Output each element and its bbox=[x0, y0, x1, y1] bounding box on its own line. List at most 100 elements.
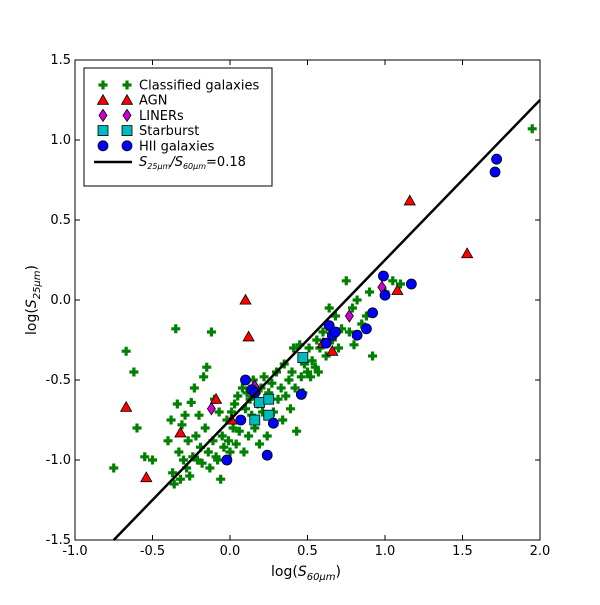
x-tick-label: 1.0 bbox=[375, 544, 396, 559]
x-axis-title-italic-s: S bbox=[298, 564, 307, 580]
y-axis-title-main: log( bbox=[24, 308, 40, 335]
classified-galaxies-point bbox=[231, 439, 241, 449]
classified-galaxies-point bbox=[254, 439, 264, 449]
classified-galaxies-point bbox=[183, 436, 193, 446]
classified-galaxies-point bbox=[318, 327, 328, 337]
legend-marker-classified-galaxies bbox=[122, 80, 132, 90]
classified-galaxies-point bbox=[196, 442, 206, 452]
hii-galaxies-point bbox=[320, 337, 332, 349]
classified-galaxies-point bbox=[132, 423, 142, 433]
agn-point bbox=[209, 392, 223, 404]
classified-galaxies-point bbox=[344, 327, 354, 337]
y-tick-label: -1.0 bbox=[46, 453, 71, 468]
hii-galaxies-point bbox=[267, 417, 279, 429]
x-tick-label: 0.5 bbox=[297, 544, 318, 559]
legend-marker-agn bbox=[96, 93, 110, 105]
classified-galaxies-point bbox=[396, 279, 405, 289]
data-marks bbox=[109, 124, 537, 489]
classified-galaxies-point bbox=[172, 399, 182, 409]
agn-point bbox=[460, 247, 474, 259]
legend-box bbox=[83, 67, 273, 187]
legend-label-ratio-line: S25μm/S60μm=0.18 bbox=[139, 155, 246, 171]
starburst-point bbox=[297, 352, 309, 364]
classified-galaxies-point bbox=[368, 351, 378, 361]
classified-galaxies-point bbox=[166, 415, 176, 425]
classified-galaxies-point bbox=[179, 455, 188, 465]
legend-label-liners: LINERs bbox=[139, 109, 184, 124]
legend-ratio-part: 60μm bbox=[183, 162, 206, 171]
liners-point bbox=[344, 309, 354, 323]
agn-point bbox=[119, 400, 133, 412]
classified-galaxies-point bbox=[352, 295, 362, 305]
y-axis-title: log(S25μm) bbox=[24, 265, 43, 335]
classified-galaxies-point bbox=[121, 346, 131, 356]
classified-galaxies-point bbox=[306, 372, 316, 382]
classified-galaxies-point bbox=[233, 391, 243, 401]
classified-galaxies-point bbox=[206, 327, 216, 337]
classified-galaxies-point bbox=[276, 383, 286, 393]
legend: Classified galaxiesAGNLINERsStarburstHII… bbox=[83, 67, 273, 187]
classified-galaxies-point bbox=[223, 436, 233, 446]
classified-galaxies-point bbox=[365, 287, 374, 297]
classified-galaxies-point bbox=[281, 391, 291, 401]
hii-galaxies-point bbox=[235, 414, 247, 426]
hii-galaxies-point bbox=[405, 278, 417, 290]
classified-galaxies-point bbox=[191, 431, 201, 441]
agn-point bbox=[242, 330, 255, 342]
classified-galaxies-point bbox=[148, 455, 157, 465]
legend-label-classified-galaxies: Classified galaxies bbox=[139, 79, 259, 94]
legend-ratio-part: /S bbox=[169, 155, 183, 170]
plot-frame-group bbox=[74, 59, 541, 541]
axes: -1.0 -0.5 0.0 0.5 1.0 1.5 2.0-1.5-1.0-0.50.00.… bbox=[46, 53, 551, 559]
starburst-point bbox=[249, 414, 261, 426]
classified-galaxies-point bbox=[199, 372, 209, 382]
classified-galaxies-point bbox=[296, 372, 306, 382]
classified-galaxies-point bbox=[388, 276, 398, 286]
classified-galaxies-point bbox=[244, 431, 254, 441]
y-axis-title-close: ) bbox=[24, 265, 40, 270]
classified-galaxies-point bbox=[313, 367, 323, 377]
classified-galaxies-point bbox=[295, 340, 305, 350]
y-tick-label: 1.0 bbox=[50, 133, 71, 148]
classified-galaxies-point bbox=[334, 343, 343, 353]
starburst-point bbox=[263, 393, 275, 405]
x-axis-title-close: ) bbox=[336, 564, 341, 580]
classified-galaxies-point bbox=[284, 375, 294, 385]
agn-point bbox=[391, 284, 404, 295]
classified-galaxies-point bbox=[202, 362, 212, 372]
hii-galaxies-point bbox=[221, 454, 233, 466]
hii-galaxies-point bbox=[261, 449, 273, 461]
legend-marker-starburst bbox=[121, 125, 133, 136]
classified-galaxies-point bbox=[304, 343, 314, 353]
legend-label-hii-galaxies: HII galaxies bbox=[139, 139, 215, 154]
classified-galaxies-point bbox=[177, 420, 187, 430]
x-tick-label: -1.0 bbox=[62, 544, 87, 559]
classified-galaxies-point bbox=[527, 124, 537, 134]
starburst-point bbox=[254, 396, 265, 408]
starburst-point bbox=[263, 409, 275, 421]
classified-galaxies-point bbox=[225, 447, 235, 457]
classified-galaxies-point bbox=[341, 276, 351, 286]
classified-galaxies-point bbox=[171, 324, 181, 334]
classified-galaxies-point bbox=[324, 303, 334, 313]
classified-galaxies-point bbox=[109, 463, 119, 473]
legend-label-starburst: Starburst bbox=[139, 124, 199, 139]
x-axis-title: log(S60μm) bbox=[271, 564, 341, 583]
agn-point bbox=[403, 194, 416, 206]
liners-point bbox=[206, 402, 216, 416]
y-tick-label: 0.0 bbox=[50, 293, 71, 308]
legend-ratio-part: S bbox=[139, 155, 147, 170]
classified-galaxies-point bbox=[228, 423, 238, 433]
hii-galaxies-point bbox=[360, 323, 372, 335]
hii-galaxies-point bbox=[295, 388, 307, 400]
classified-galaxies-point bbox=[234, 426, 244, 436]
classified-galaxies-point bbox=[239, 447, 249, 457]
legend-marker-starburst bbox=[97, 125, 109, 136]
agn-point bbox=[174, 426, 187, 438]
classified-galaxies-point bbox=[312, 335, 322, 345]
agn-point bbox=[326, 344, 339, 356]
classified-galaxies-point bbox=[250, 423, 260, 433]
classified-galaxies-point bbox=[262, 431, 272, 441]
classified-galaxies-point bbox=[230, 399, 240, 409]
